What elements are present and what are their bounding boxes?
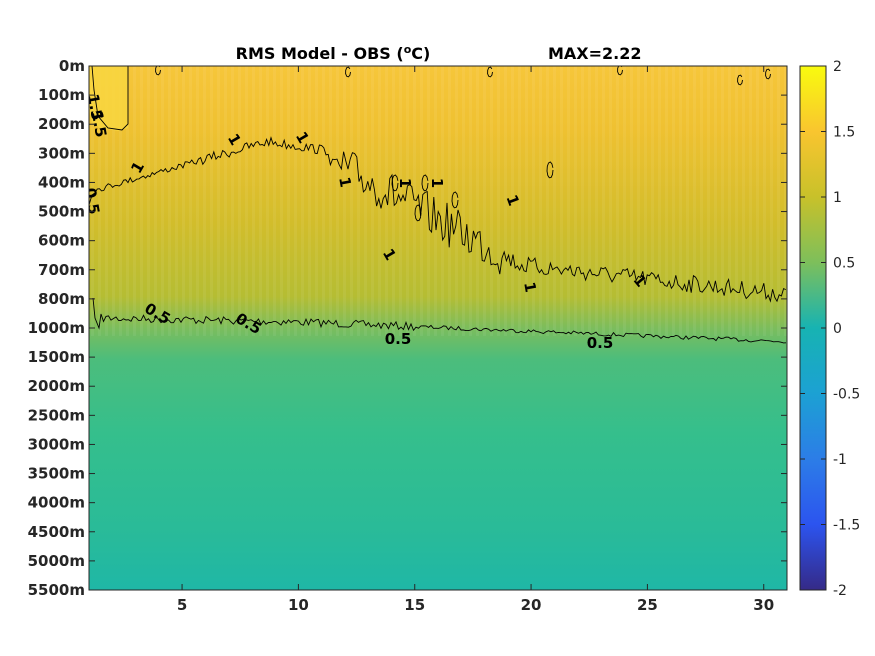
y-tick-label: 200m [38,115,85,133]
contour-label: 1 [396,178,414,188]
contour-1-5-island [487,66,493,78]
contour-label: 1.5 [84,92,106,121]
colorbar-tick-label: -1 [833,452,847,468]
contour-1-5-island [737,74,743,86]
contour-label: 0.5 [385,330,412,348]
contour-1-5 [91,66,129,131]
title-unit: C) [411,44,430,63]
colorbar: 2 1.5 1 0.5 0 -0.5 -1 -1.5 -2 [799,59,860,599]
contour-lines [89,66,787,344]
chart-title: RMS Model - OBS (oC) [236,43,431,63]
y-axis: 0m 100m 200m 300m 400m 500m 600m 700m 800m 1000m 1… [28,57,787,599]
y-tick-label: 3000m [28,435,85,453]
contour-1 [89,136,786,303]
contour-1-island [421,174,429,192]
y-tick-label: 100m [38,86,85,104]
x-axis: 5 10 15 20 25 30 [177,66,774,614]
max-label: MAX=2.22 [548,44,642,63]
x-tick-label: 30 [753,596,774,614]
x-tick-label: 25 [637,596,658,614]
x-tick-label: 10 [288,596,309,614]
contour-label: 0.5 [587,334,614,352]
y-tick-label: 0m [59,57,85,75]
y-tick-label: 1500m [28,348,85,366]
colorbar-tick-label: -2 [833,583,847,599]
y-tick-label: 300m [38,144,85,162]
x-tick-label: 20 [521,596,542,614]
contour-label: 1 [520,280,540,293]
y-tick-label: 4000m [28,494,85,512]
contour-1-island [414,204,422,222]
y-tick-label: 700m [38,261,85,279]
y-tick-label: 2000m [28,377,85,395]
x-tick-label: 5 [177,596,187,614]
contour-label: 1 [335,175,355,188]
svg-text:RMS Model - OBS (oC): RMS Model - OBS (oC) [236,43,431,63]
y-tick-label: 5000m [28,552,85,570]
y-tick-label: 1000m [28,319,85,337]
contour-label: 1.5 [88,109,110,138]
contour-label: 1 [428,178,446,188]
y-tick-label: 3500m [28,465,85,483]
y-tick-label: 5500m [28,581,85,599]
colorbar-tick-label: -0.5 [833,387,860,403]
title-text: RMS Model - OBS ( [236,44,404,63]
contour-1-5-island [345,66,351,78]
colorbar-tick-label: 2 [833,59,842,75]
colorbar-tick-label: 0.5 [833,256,855,272]
y-tick-label: 800m [38,290,85,308]
colorbar-tick-label: -1.5 [833,518,860,534]
y-tick-label: 4500m [28,523,85,541]
y-tick-label: 400m [38,173,85,191]
colorbar-tick-label: 1.5 [833,125,855,141]
y-tick-label: 600m [38,232,85,250]
contour-0-5 [92,297,787,344]
contour-1-5-island [155,66,161,76]
contour-1-5-island [765,68,771,80]
y-tick-label: 2500m [28,406,85,424]
contour-1-island [391,174,399,192]
y-tick-label: 500m [38,203,85,221]
x-tick-label: 15 [404,596,425,614]
contour-1-island [546,161,554,179]
colorbar-tick-label: 1 [833,190,842,206]
contour-1-5-island [617,66,623,76]
contour-label: 0.5 [81,186,103,215]
colorbar-tick-label: 0 [833,321,842,337]
contour-1-island [451,191,459,209]
title-superscript: o [404,43,412,56]
